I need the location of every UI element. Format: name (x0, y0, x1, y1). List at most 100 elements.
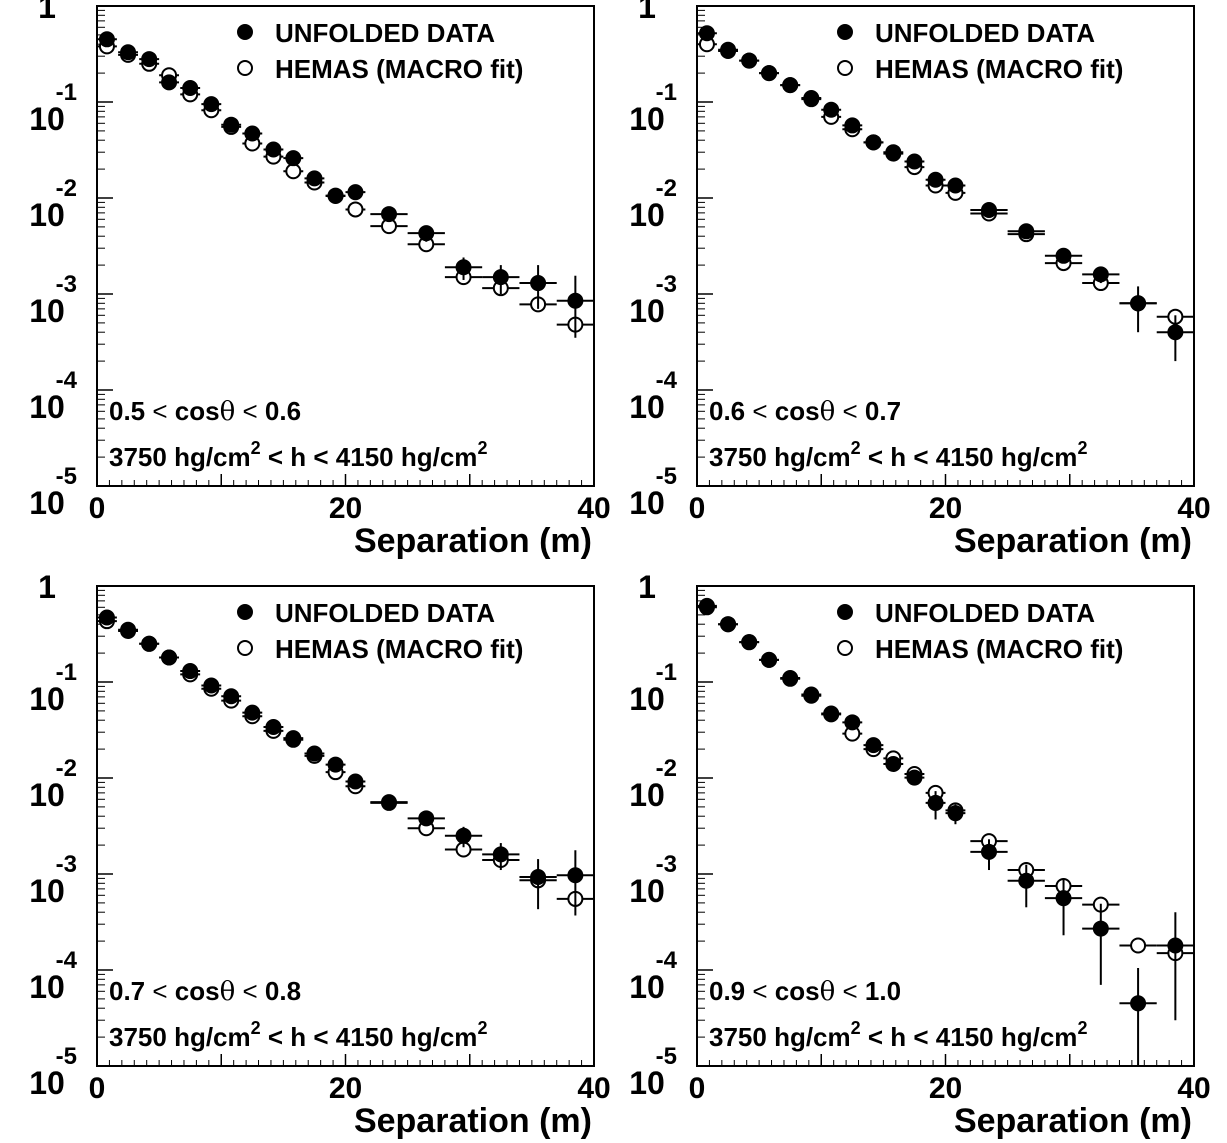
cos-theta-range: 0.5 < cosθ < 0.6 (109, 396, 301, 427)
y-tick-label: 10 (629, 293, 665, 329)
data-point-filled (327, 756, 344, 773)
x-tick-label: 0 (689, 1072, 706, 1105)
data-point-filled (1055, 247, 1072, 264)
cos-label: cos (168, 396, 220, 426)
less-than-symbol: < (835, 396, 865, 426)
y-tick-exponent: -2 (56, 175, 77, 202)
y-tick-exponent: -2 (656, 175, 677, 202)
y-tick-exponent: -2 (656, 755, 677, 782)
data-point-filled (265, 141, 282, 158)
data-point-filled (223, 116, 240, 133)
range-lower: 0.9 (709, 976, 752, 1006)
cos-theta-range: 0.7 < cosθ < 0.8 (109, 976, 301, 1007)
y-tick-exponent: -5 (56, 463, 77, 490)
superscript: 2 (251, 1018, 261, 1038)
y-tick-label: 10 (29, 485, 65, 521)
y-tick-label: 1 (638, 0, 656, 25)
theta-symbol: θ (820, 397, 836, 427)
range-upper: 0.6 (265, 396, 301, 426)
x-axis-label: Separation (m) (354, 1102, 592, 1140)
data-point-filled (347, 184, 364, 201)
data-point-filled (492, 846, 509, 863)
data-point-filled (844, 714, 861, 731)
data-point-filled (120, 44, 137, 61)
y-tick-exponent: -4 (656, 947, 678, 974)
data-point-filled (161, 649, 178, 666)
data-point-filled (223, 688, 240, 705)
y-tick-label: 1 (638, 569, 656, 605)
x-axis-label: Separation (m) (354, 522, 592, 560)
legend-label: UNFOLDED DATA (275, 18, 495, 48)
data-point-filled (782, 670, 799, 687)
depth-range: 3750 hg/cm2 < h < 4150 hg/cm2 (709, 1018, 1087, 1052)
data-point-filled (947, 177, 964, 194)
cos-label: cos (768, 976, 820, 1006)
data-point-filled (98, 31, 115, 48)
less-than-symbol: < (235, 976, 265, 1006)
y-tick-label: 10 (629, 101, 665, 137)
x-tick-label: 20 (329, 492, 362, 525)
superscript: 2 (1077, 1018, 1087, 1038)
legend-marker-open (837, 60, 853, 76)
y-tick-label: 10 (629, 485, 665, 521)
less-than-symbol: < (235, 396, 265, 426)
superscript: 2 (477, 438, 487, 458)
data-point-filled (720, 616, 737, 633)
data-point-filled (567, 867, 584, 884)
y-tick-label: 10 (29, 969, 65, 1005)
data-point-filled (306, 170, 323, 187)
data-point-open (285, 163, 302, 180)
less-than-symbol: < (835, 976, 865, 1006)
data-point-open (347, 201, 364, 218)
data-point-filled (1167, 937, 1184, 954)
data-point-filled (530, 869, 547, 886)
x-tick-label: 40 (1177, 1072, 1210, 1105)
data-point-filled (285, 730, 302, 747)
x-tick-label: 20 (329, 1072, 362, 1105)
theta-symbol: θ (220, 397, 236, 427)
y-tick-exponent: -4 (656, 367, 678, 394)
x-tick-label: 20 (929, 1072, 962, 1105)
superscript: 2 (477, 1018, 487, 1038)
y-tick-label: 10 (29, 293, 65, 329)
data-point-filled (761, 65, 778, 82)
data-point-filled (803, 91, 820, 108)
legend-label: UNFOLDED DATA (875, 598, 1095, 628)
series-unfolded-data (97, 31, 594, 338)
series-unfolded-data (697, 25, 1194, 362)
range-lower: 0.5 (109, 396, 152, 426)
y-tick-label: 10 (629, 389, 665, 425)
y-tick-exponent: -4 (56, 947, 78, 974)
range-lower: 0.6 (709, 396, 752, 426)
data-point-filled (530, 275, 547, 292)
y-tick-label: 10 (629, 1065, 665, 1101)
y-tick-label: 10 (29, 389, 65, 425)
x-tick-label: 0 (689, 492, 706, 525)
data-point-filled (1092, 266, 1109, 283)
data-point-filled (161, 74, 178, 91)
y-tick-label: 1 (38, 0, 56, 25)
y-tick-label: 1 (38, 569, 56, 605)
data-point-filled (244, 704, 261, 721)
legend-label: HEMAS (MACRO fit) (275, 634, 523, 664)
depth-range: 3750 hg/cm2 < h < 4150 hg/cm2 (109, 438, 487, 472)
depth-lower: 3750 hg/cm (109, 1022, 251, 1052)
cos-label: cos (768, 396, 820, 426)
legend-label: UNFOLDED DATA (875, 18, 1095, 48)
less-than-symbol: < (752, 976, 767, 1006)
data-point-filled (455, 827, 472, 844)
data-point-filled (782, 77, 799, 94)
data-point-filled (927, 171, 944, 188)
superscript: 2 (851, 1018, 861, 1038)
data-point-filled (844, 117, 861, 134)
superscript: 2 (851, 438, 861, 458)
y-tick-label: 10 (629, 777, 665, 813)
data-point-filled (865, 737, 882, 754)
y-tick-label: 10 (29, 101, 65, 137)
depth-range: 3750 hg/cm2 < h < 4150 hg/cm2 (109, 1018, 487, 1052)
data-point-filled (885, 755, 902, 772)
